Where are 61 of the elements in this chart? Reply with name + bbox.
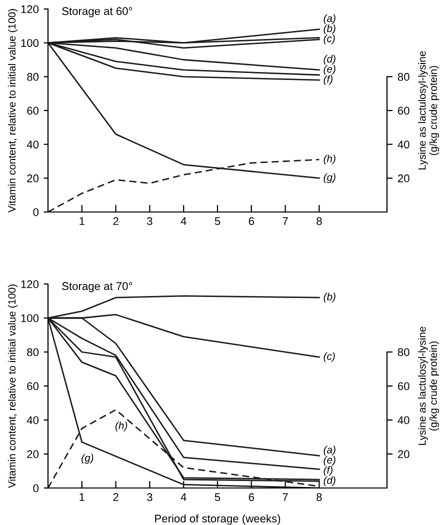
y2-axis-title: Lysine as lactulosyl-lysine (g/kg crude protein) xyxy=(418,51,440,170)
annotation: (b) xyxy=(324,24,336,34)
x-axis-title: Period of storage (weeks) xyxy=(155,514,280,525)
y2-tick-label: 40 xyxy=(398,140,410,148)
x-tick-label: 2 xyxy=(113,217,118,225)
y-tick-label: 80 xyxy=(27,348,39,356)
y-tick-label: 100 xyxy=(21,39,39,47)
y-axis-title: Vitamin content, relative to initial value (100) xyxy=(8,284,18,488)
y-axis-title: Vitamin content, relative to initial value (100) xyxy=(8,9,18,213)
y-tick-label: 120 xyxy=(21,5,39,14)
x-tick-label: 5 xyxy=(214,217,220,226)
x-tick-label: 6 xyxy=(248,493,254,502)
x-tick-label: 8 xyxy=(316,217,322,226)
x-tick-label: 1 xyxy=(80,493,84,501)
annotation: (g) xyxy=(82,454,94,464)
y-tick-label: 120 xyxy=(21,280,39,288)
y2-tick-label: 60 xyxy=(398,106,410,115)
x-tick-label: 5 xyxy=(214,493,220,502)
y2-axis-title: Lysine as lactulosyl-lysine (g/kg crude protein) xyxy=(418,326,440,445)
y-tick-label: 0 xyxy=(33,208,39,216)
x-tick-label: 8 xyxy=(316,493,322,502)
annotation: (h) xyxy=(324,154,336,164)
annotation: (f) xyxy=(324,466,332,476)
x-tick-label: 1 xyxy=(80,217,84,225)
annotation: (d) xyxy=(324,476,336,486)
y-tick-label: 80 xyxy=(27,72,39,81)
annotation: (c) xyxy=(324,352,335,362)
x-tick-label: 7 xyxy=(282,493,288,501)
y-tick-label: 60 xyxy=(27,106,39,115)
annotation: (a) xyxy=(324,14,336,24)
x-tick-label: 4 xyxy=(180,493,186,501)
y-tick-label: 20 xyxy=(27,450,39,458)
annotation: (d) xyxy=(324,54,336,65)
annotation: (c) xyxy=(324,34,335,44)
y-tick-label: 0 xyxy=(33,484,39,492)
annotation: (g) xyxy=(324,173,336,184)
annotation: (e) xyxy=(324,65,336,75)
annotation: (h) xyxy=(115,422,128,432)
y-tick-label: 100 xyxy=(21,314,39,322)
annotation: (a) xyxy=(324,446,336,456)
annotation: (f) xyxy=(324,75,332,85)
y-tick-label: 40 xyxy=(26,140,39,148)
y2-tick-label: 60 xyxy=(398,382,410,390)
y2-tick-label: 80 xyxy=(398,72,410,81)
chart-title: Storage at 70° xyxy=(62,282,132,292)
y-tick-label: 60 xyxy=(27,382,39,390)
x-tick-label: 3 xyxy=(147,217,152,226)
x-tick-label: 2 xyxy=(113,493,118,501)
y-tick-label: 20 xyxy=(27,174,39,182)
y-tick-label: 40 xyxy=(26,416,39,424)
y2-tick-label: 80 xyxy=(398,348,410,356)
x-tick-label: 6 xyxy=(248,217,254,226)
chart-title: Storage at 60° xyxy=(62,7,132,18)
y2-tick-label: 40 xyxy=(398,416,410,424)
y2-tick-label: 20 xyxy=(398,174,410,182)
annotation: (b) xyxy=(324,292,336,302)
x-tick-label: 7 xyxy=(282,217,288,225)
x-tick-label: 4 xyxy=(180,217,186,225)
y2-tick-label: 20 xyxy=(398,450,410,458)
x-tick-label: 3 xyxy=(147,493,152,502)
annotation: (e) xyxy=(324,456,336,466)
